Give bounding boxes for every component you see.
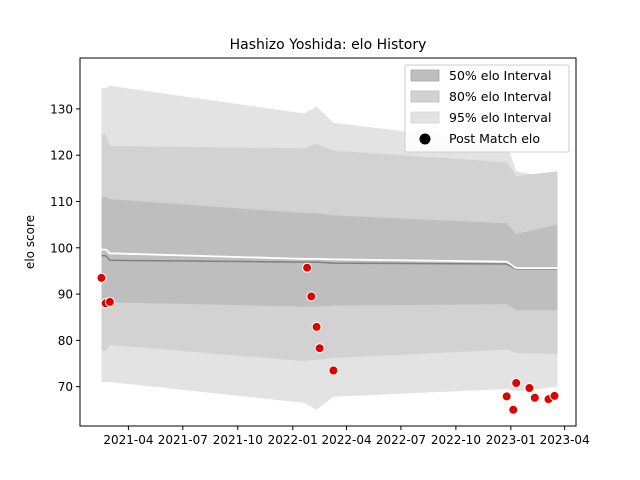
x-tick-label: 2022-04 (321, 433, 371, 447)
y-tick-label: 80 (58, 334, 73, 348)
x-tick-label: 2022-07 (376, 433, 426, 447)
legend-swatch-95 (410, 111, 440, 124)
post-elo-line (101, 248, 558, 270)
plot-frame (79, 57, 577, 427)
legend: 50% elo Interval 80% elo Interval 95% el… (404, 64, 570, 153)
post-match-point (328, 365, 339, 376)
x-tick-label: 2022-10 (431, 433, 481, 447)
legend-swatch-80 (410, 90, 440, 103)
y-tick-label: 120 (50, 149, 73, 163)
y-tick-label: 110 (50, 195, 73, 209)
y-tick-label: 130 (50, 102, 73, 116)
y-tick-label: 100 (50, 241, 73, 255)
y-tick-label: 70 (58, 380, 73, 394)
post-match-point (302, 262, 313, 273)
legend-swatch-50 (410, 69, 440, 82)
post-match-point (508, 404, 519, 415)
x-tick-label: 2021-07 (158, 433, 208, 447)
legend-box (404, 64, 570, 153)
x-tick-label: 2023-01 (486, 433, 536, 447)
legend-marker-post-match (419, 133, 431, 145)
post-match-point (96, 272, 107, 283)
post-match-point (524, 383, 535, 393)
post-match-point (549, 390, 560, 401)
interval-bands (101, 85, 558, 410)
post-match-points (96, 262, 560, 415)
post-match-point (511, 378, 522, 388)
x-axis-ticks: 2021-04 2021-07 2021-10 2022-01 2022-04 2022-… (103, 426, 590, 447)
y-axis-label: elo score (23, 215, 37, 269)
x-tick-label: 2022-01 (268, 433, 318, 447)
post-match-point (314, 343, 325, 354)
post-match-point (501, 391, 512, 402)
x-tick-label: 2023-04 (540, 433, 590, 447)
band-50-interval (101, 196, 558, 311)
elo-lines (101, 248, 558, 270)
legend-label-95: 95% elo Interval (449, 110, 551, 125)
post-match-point (306, 291, 317, 302)
x-tick-label: 2021-10 (213, 433, 263, 447)
post-match-point (311, 321, 322, 332)
legend-label-80: 80% elo Interval (449, 89, 551, 104)
chart-title: Hashizo Yoshida: elo History (230, 37, 427, 53)
legend-label-50: 50% elo Interval (449, 68, 551, 83)
y-axis-ticks: 70 80 90 100 110 120 130 (50, 102, 80, 394)
x-tick-label: 2021-04 (103, 433, 153, 447)
mean-elo-line (101, 254, 558, 270)
legend-label-post-match: Post Match elo (449, 131, 540, 146)
y-tick-label: 90 (58, 288, 73, 302)
post-match-point (529, 392, 540, 403)
post-match-point (104, 296, 115, 307)
